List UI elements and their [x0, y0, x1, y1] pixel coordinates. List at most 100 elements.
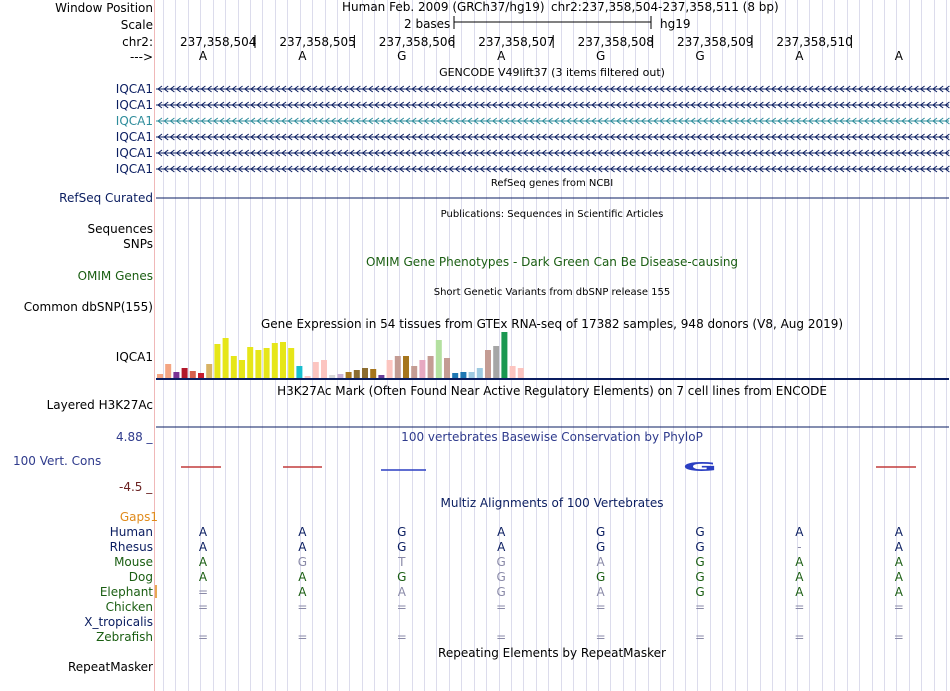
- base-letter: A: [795, 49, 804, 63]
- gtex-tissue-bar: [255, 350, 262, 378]
- multiz-base: G: [595, 570, 606, 584]
- grid-line: [871, 0, 873, 691]
- h3k27ac-label[interactable]: Layered H3K27Ac: [46, 398, 153, 412]
- gencode-transcript-label[interactable]: IQCA1: [115, 114, 153, 128]
- grid-line: [560, 0, 562, 691]
- grid-line: [523, 0, 525, 691]
- dbsnp-label[interactable]: Common dbSNP(155): [23, 300, 153, 314]
- gtex-tissue-bar: [337, 374, 344, 378]
- position-readout[interactable]: chr2:237,358,504-237,358,511 (8 bp): [551, 0, 779, 14]
- multiz-species-label[interactable]: Elephant: [99, 585, 153, 599]
- gtex-tissue-bar: [271, 343, 278, 378]
- grid-line: [647, 0, 649, 691]
- multiz-base: =: [197, 630, 209, 644]
- base-letter: G: [397, 49, 407, 63]
- gtex-tissue-bar: [411, 366, 418, 378]
- gtex-tissue-bar: [247, 347, 254, 378]
- gtex-tissue-bar: [189, 371, 196, 378]
- multiz-base: A: [198, 570, 208, 584]
- multiz-base: =: [595, 600, 606, 614]
- grid-line: [324, 0, 326, 691]
- gtex-tissue-bar: [493, 346, 500, 378]
- phylop-max-label: 4.88 _: [116, 430, 153, 444]
- grid-line: [747, 0, 749, 691]
- multiz-species-label[interactable]: Chicken: [105, 600, 153, 614]
- multiz-species-label[interactable]: Rhesus: [109, 540, 153, 554]
- gtex-tissue-bar: [296, 366, 303, 378]
- multiz-base: A: [497, 525, 506, 539]
- omim-label[interactable]: OMIM Genes: [77, 269, 153, 283]
- grid-line: [511, 0, 513, 691]
- grid-line: [250, 0, 251, 691]
- grid-line: [411, 0, 413, 691]
- phylop-highlight-letter: G: [683, 460, 717, 474]
- grid-line: [486, 0, 488, 691]
- gtex-tissue-bar: [173, 372, 180, 378]
- multiz-species-label[interactable]: X_tropicalis: [84, 615, 153, 629]
- ruler-position[interactable]: 237,358,510: [776, 35, 853, 49]
- scale-label: Scale: [120, 18, 153, 32]
- gtex-tissue-bar: [386, 360, 393, 378]
- gencode-transcript-label[interactable]: IQCA1: [115, 162, 153, 176]
- refseq-label[interactable]: RefSeq Curated: [59, 191, 153, 205]
- ruler-position[interactable]: 237,358,504: [180, 35, 257, 49]
- multiz-title[interactable]: Multiz Alignments of 100 Vertebrates: [440, 496, 664, 510]
- gtex-tissue-bar: [509, 366, 516, 378]
- multiz-base: =: [297, 600, 308, 614]
- sequences-label[interactable]: Sequences: [87, 222, 153, 236]
- grid-line: [821, 0, 823, 691]
- grid-line: [187, 0, 189, 691]
- multiz-base: A: [298, 525, 307, 539]
- grid-line: [212, 0, 214, 691]
- gtex-tissue-bar: [435, 340, 442, 378]
- multiz-species-label[interactable]: Dog: [128, 570, 153, 584]
- gtex-tissue-bar: [370, 369, 377, 378]
- refseq-title[interactable]: RefSeq genes from NCBI: [490, 178, 614, 189]
- gtex-tissue-bar: [263, 348, 270, 378]
- multiz-species-label[interactable]: Zebrafish: [96, 630, 153, 644]
- phylop-label[interactable]: 100 Vert. Cons: [13, 454, 102, 468]
- multiz-base: G: [297, 555, 308, 569]
- gtex-tissue-bar: [230, 356, 237, 378]
- dbsnp-title[interactable]: Short Genetic Variants from dbSNP releas…: [433, 287, 671, 298]
- multiz-base: G: [595, 540, 606, 554]
- multiz-species-label[interactable]: Human: [109, 525, 153, 539]
- grid-line: [846, 0, 848, 691]
- grid-line: [349, 0, 351, 691]
- assembly-title[interactable]: Human Feb. 2009 (GRCh37/hg19): [342, 0, 545, 14]
- gtex-label[interactable]: IQCA1: [115, 350, 153, 364]
- grid-line: [299, 0, 301, 691]
- multiz-species-label[interactable]: Mouse: [114, 555, 153, 569]
- gtex-title[interactable]: Gene Expression in 54 tissues from GTEx …: [260, 317, 844, 331]
- repeatmasker-title[interactable]: Repeating Elements by RepeatMasker: [438, 646, 666, 660]
- multiz-base: A: [795, 555, 804, 569]
- h3k27ac-title[interactable]: H3K27Ac Mark (Often Found Near Active Re…: [277, 384, 827, 398]
- gencode-transcript-label[interactable]: IQCA1: [115, 98, 153, 112]
- multiz-base: =: [496, 600, 507, 614]
- gencode-transcript-label[interactable]: IQCA1: [115, 130, 153, 144]
- snps-label[interactable]: SNPs: [123, 237, 153, 251]
- gtex-tissue-bar: [353, 370, 360, 378]
- gtex-tissue-bar: [304, 376, 311, 378]
- ruler-position[interactable]: 237,358,505: [279, 35, 356, 49]
- phylop-title[interactable]: 100 vertebrates Basewise Conservation by…: [401, 430, 703, 444]
- repeatmasker-label[interactable]: RepeatMasker: [67, 660, 153, 674]
- ruler-position[interactable]: 237,358,507: [478, 35, 555, 49]
- ruler-position[interactable]: 237,358,506: [378, 35, 456, 49]
- ruler-position[interactable]: 237,358,509: [677, 35, 754, 49]
- grid-line: [585, 0, 587, 691]
- phylop-min-label: -4.5 _: [119, 480, 153, 494]
- ruler-position[interactable]: 237,358,508: [577, 35, 654, 49]
- multiz-base: G: [695, 585, 705, 599]
- publications-title[interactable]: Publications: Sequences in Scientific Ar…: [440, 209, 664, 220]
- base-grid: [155, 0, 950, 691]
- gtex-tissue-bar: [181, 368, 188, 378]
- gtex-tissue-bar: [157, 374, 163, 378]
- base-letter: G: [695, 49, 705, 63]
- gencode-transcript-label[interactable]: IQCA1: [115, 146, 153, 160]
- omim-title[interactable]: OMIM Gene Phenotypes - Dark Green Can Be…: [365, 255, 739, 269]
- grid-line: [337, 0, 339, 691]
- gencode-track-title[interactable]: GENCODE V49lift37 (3 items filtered out): [439, 66, 665, 79]
- gencode-transcript-label[interactable]: IQCA1: [115, 82, 153, 96]
